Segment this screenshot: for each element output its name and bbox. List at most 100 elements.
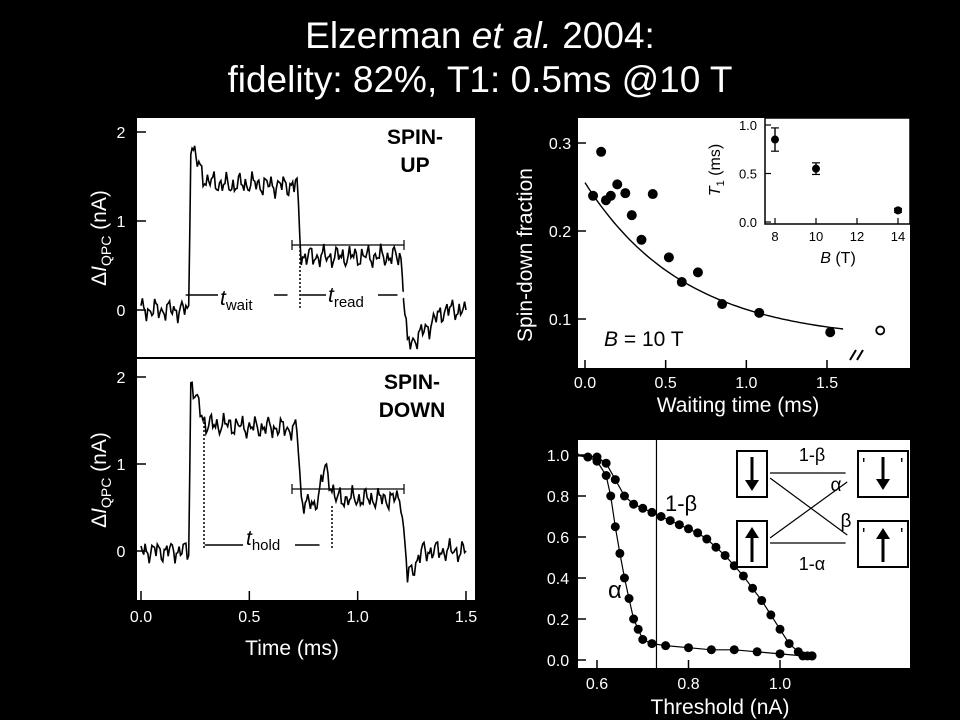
decay-xlabel: Waiting time (ms): [657, 394, 820, 417]
decay-point: [717, 299, 728, 310]
decay-xtick: 1.0: [735, 375, 757, 392]
decay-point: [647, 189, 658, 200]
trace-xtick: 0.0: [130, 609, 152, 626]
inset-ytick: 1.0: [739, 118, 757, 133]
trace-ytick: 2: [117, 370, 126, 387]
diagram-one-minus-alpha: 1-α: [799, 554, 825, 574]
inset-ytick: 0.0: [739, 215, 757, 230]
inset-point: [771, 135, 779, 144]
t-read-label: tread: [328, 284, 364, 311]
one-minus-beta-point: [720, 550, 730, 560]
inset-xtick: 12: [850, 229, 864, 244]
decay-point: [596, 146, 607, 157]
one-minus-beta-point: [569, 450, 579, 460]
down-arrow-icon: [745, 480, 759, 491]
diagram-one-minus-beta: 1-β: [799, 445, 825, 465]
down-arrow-icon: [876, 479, 890, 490]
decay-point: [626, 210, 637, 221]
decay-fit-curve: [584, 182, 844, 330]
inset-xtick: 8: [771, 229, 778, 244]
up-arrow-icon: [745, 527, 759, 538]
alpha-point: [615, 548, 625, 558]
inset-ylabel: T1 (ms): [707, 144, 727, 196]
spin-up-label-2: UP: [400, 154, 429, 177]
trace-ytick: 0: [117, 303, 126, 320]
one-minus-beta-point: [807, 651, 817, 661]
alpha-point: [638, 635, 648, 644]
one-minus-beta-point: [748, 583, 758, 593]
right-bottom-quote-left: ': [862, 525, 865, 545]
trace-ytick: 2: [117, 125, 126, 142]
fidelity-xtick: 0.8: [677, 676, 699, 693]
trace-ylabel-up: ΔIQPC (nA): [88, 190, 114, 286]
trace-chart: 0 1 2 0 1 2 0.0 0.5 1.0 1.5 SPIN- UP SPIN- DOWN t…: [88, 118, 477, 660]
slide-title-line1: Elzerman et al. 2004:: [305, 15, 655, 56]
fidelity-ytick: 1.0: [547, 448, 569, 465]
alpha-point: [606, 491, 616, 501]
decay-point: [692, 267, 703, 278]
alpha-point: [729, 645, 739, 655]
alpha-point: [661, 641, 671, 651]
fidelity-ytick: 0.6: [547, 530, 569, 547]
one-minus-beta-point: [702, 534, 712, 544]
decay-point: [620, 188, 631, 199]
state-diagram: ' ' ' ' 1-β α β 1-α: [736, 445, 909, 574]
alpha-point: [752, 647, 762, 657]
fidelity-chart: 0.6 0.8 1.0 0.0 0.2 0.4 0.6 0.8 1.0 1-β α Thresh…: [547, 440, 910, 719]
inset-xtick: 10: [809, 229, 823, 244]
decay-outlier-point: [875, 325, 886, 336]
alpha-point: [647, 639, 657, 649]
slide-title-line2: fidelity: 82%, T1: 0.5ms @10 T: [227, 59, 733, 100]
inset-xtick: 14: [891, 229, 905, 244]
one-minus-beta-point: [647, 507, 657, 517]
fidelity-xtick: 0.6: [586, 676, 608, 693]
t1-inset: 8 10 12 14 0.0 0.5 1.0 T1 (ms) B (T): [707, 117, 911, 267]
spin-down-label-1: SPIN-: [384, 371, 440, 394]
one-minus-beta-point: [766, 610, 776, 620]
trace-ytick: 0: [117, 544, 126, 561]
t-hold-label: thold: [246, 527, 280, 554]
one-minus-beta-point: [592, 452, 602, 462]
diagram-beta: β: [841, 511, 852, 532]
alpha-point: [706, 645, 716, 655]
one-minus-beta-point: [629, 499, 639, 509]
alpha-curve-label: α: [608, 577, 622, 604]
fidelity-ytick: 0.2: [547, 612, 569, 629]
one-minus-beta-point: [601, 458, 611, 468]
inset-xlabel: B (T): [820, 250, 856, 267]
right-top-quote-left: ': [862, 455, 865, 475]
diagram-alpha: α: [831, 475, 842, 496]
one-minus-beta-point: [775, 624, 785, 634]
one-minus-beta-point: [784, 639, 794, 649]
one-minus-beta-point: [693, 528, 703, 538]
fidelity-ytick: 0.4: [547, 571, 569, 588]
trace-xtick: 1.5: [455, 609, 477, 626]
one-minus-beta-point: [793, 647, 803, 657]
trace-xtick: 0.5: [238, 609, 260, 626]
trace-ytick: 1: [117, 214, 126, 231]
inset-point: [894, 206, 902, 215]
decay-point: [612, 179, 623, 190]
decay-point: [825, 327, 836, 338]
spin-down-label-2: DOWN: [379, 399, 446, 422]
alpha-point: [583, 452, 593, 462]
decay-point: [588, 190, 599, 201]
trace-spin-down: [140, 381, 467, 583]
inset-point: [812, 164, 820, 173]
alpha-point: [633, 624, 643, 634]
one-minus-beta-point: [738, 571, 748, 581]
trace-xtick: 1.0: [347, 609, 369, 626]
up-arrow-icon: [876, 528, 890, 539]
one-minus-beta-point: [711, 542, 721, 552]
one-minus-beta-point: [619, 491, 629, 501]
fidelity-xlabel: Threshold (nA): [651, 696, 790, 719]
decay-chart: 0.0 0.5 1.0 1.5 0.1 0.2 0.3 B = 10 T Spin-down…: [514, 117, 911, 417]
fidelity-ytick: 0.8: [547, 489, 569, 506]
trace-panel-down: [137, 358, 475, 600]
alpha-point: [624, 594, 634, 603]
decay-point: [663, 252, 674, 263]
trace-xlabel: Time (ms): [245, 637, 339, 660]
decay-point: [676, 277, 687, 288]
decay-xtick: 0.5: [655, 375, 677, 392]
